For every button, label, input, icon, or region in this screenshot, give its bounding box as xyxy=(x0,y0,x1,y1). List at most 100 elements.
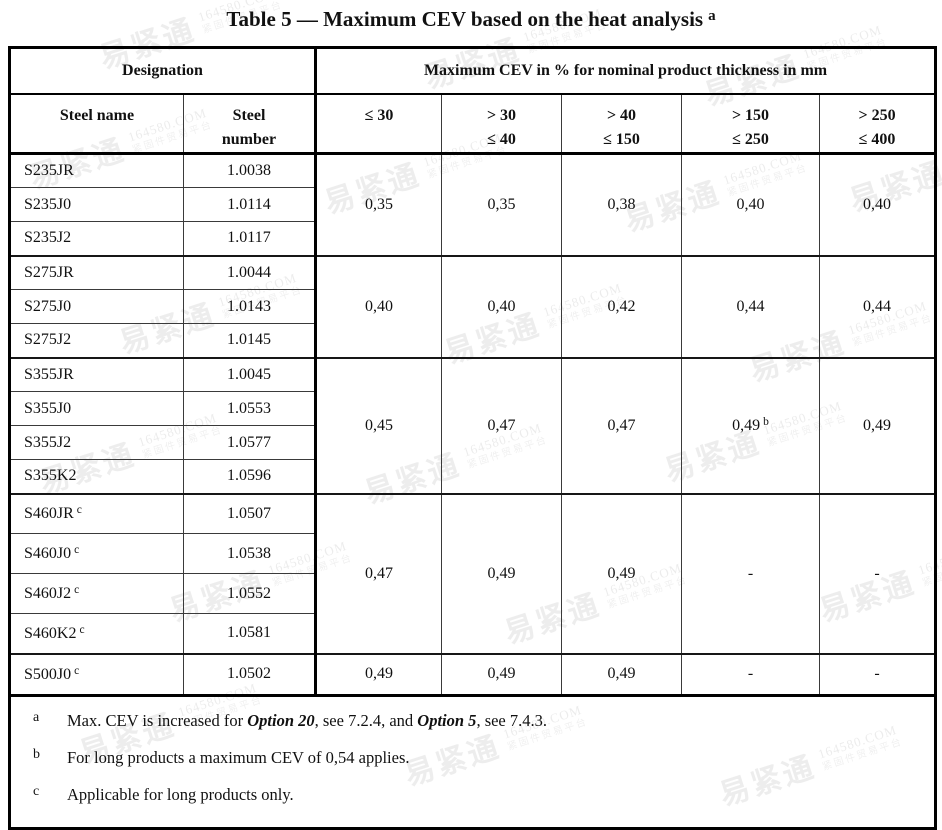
steel-name: S460K2 xyxy=(24,624,77,642)
steel-name: S275J2 xyxy=(24,331,72,349)
cev-value: - xyxy=(874,564,880,582)
table-title: Table 5 — Maximum CEV based on the heat … xyxy=(0,7,942,32)
cev-cell: 0,49 xyxy=(561,652,682,696)
cev-value: - xyxy=(874,665,880,683)
thickness-header-3: > 150 ≤ 250 xyxy=(681,93,820,155)
table-row: S355J2 1.0577 xyxy=(9,425,936,460)
footnote-ref-label: b xyxy=(33,747,40,762)
cev-value: 0,42 xyxy=(607,297,636,315)
steel-name: S355J2 xyxy=(24,433,72,451)
steel-name-cell: S235J2 xyxy=(9,221,184,256)
cev-cell: 0,40 xyxy=(681,153,820,256)
footnote-text: Max. CEV is increased for Option 20, see… xyxy=(67,711,547,730)
table-row: S275JR 1.0044 0,40 0,40 0,42 0,44 0,44 xyxy=(9,254,937,358)
cev-cell: 0,35 xyxy=(441,153,562,256)
steel-number-cell: 1.0553 xyxy=(183,391,316,426)
cev-span-header: Maximum CEV in % for nominal product thi… xyxy=(313,47,937,95)
steel-name: S275JR xyxy=(24,263,74,281)
cev-value: 0,40 xyxy=(736,195,765,213)
steel-number-header: Steel number xyxy=(183,93,316,155)
footnote-ref-label: a xyxy=(33,710,40,725)
cev-cell: 0,40 xyxy=(441,254,562,358)
cev-cell: 0,45 xyxy=(314,356,442,494)
footnote-b: b For long products a maximum CEV of 0,54… xyxy=(33,747,914,768)
cev-value: 0,35 xyxy=(365,195,393,213)
cev-value: 0,49 xyxy=(607,665,636,683)
cev-value: - xyxy=(747,564,754,582)
steel-name: S235JR xyxy=(24,162,74,179)
cev-cell: 0,40 xyxy=(818,153,937,256)
cev-cell: 0,49 b xyxy=(681,356,820,494)
thickness-header-line1: > 30 xyxy=(486,107,517,124)
cev-cell: 0,44 xyxy=(681,254,820,358)
thickness-header-line2: ≤ 250 xyxy=(732,131,769,148)
cev-cell: 0,47 xyxy=(441,356,562,494)
cev-cell: 0,42 xyxy=(561,254,682,358)
table-row: S235JR 1.0038 0,35 0,35 0,38 0,40 0,40 xyxy=(9,153,937,256)
steel-name: S355K2 xyxy=(24,467,77,485)
designation-header: Designation xyxy=(9,47,316,95)
table-row: S460J2 c 1.0552 xyxy=(9,573,936,614)
steel-number-cell: 1.0038 xyxy=(183,153,316,188)
cev-value: 0,49 xyxy=(365,665,393,683)
steel-number-cell: 1.0044 xyxy=(183,254,316,290)
table-row: S460JR c 1.0507 0,47 0,49 0,49 - - xyxy=(9,492,937,654)
cev-cell: 0,38 xyxy=(561,153,682,256)
footnote-c: c Applicable for long products only. xyxy=(33,784,914,805)
steel-name-cell: S275J0 xyxy=(9,289,184,324)
steel-name-cell: S460J0 c xyxy=(9,533,184,574)
cev-value: 0,44 xyxy=(736,297,765,315)
table-row: S460J0 c 1.0538 xyxy=(9,533,936,574)
steel-name-cell: S460JR c xyxy=(9,492,184,534)
steel-number-cell: 1.0114 xyxy=(183,187,316,222)
cev-cell: - xyxy=(681,652,820,696)
steel-number-cell: 1.0145 xyxy=(183,323,316,358)
table-row: S235J2 1.0117 xyxy=(9,221,936,256)
steel-name: S460JR xyxy=(24,505,74,523)
thickness-header-4: > 250 ≤ 400 xyxy=(818,93,937,155)
steel-number-cell: 1.0045 xyxy=(183,356,316,392)
cev-value: 0,35 xyxy=(487,195,516,213)
cev-value: 0,40 xyxy=(365,297,393,315)
cev-cell: 0,40 xyxy=(314,254,442,358)
thickness-header-line2: ≤ 40 xyxy=(487,131,516,148)
cev-cell: 0,49 xyxy=(441,492,562,654)
footnote-ref-label: c xyxy=(33,784,40,799)
steel-name: S500J0 xyxy=(24,665,72,683)
steel-name-cell: S235J0 xyxy=(9,187,184,222)
footnote-ref-icon: c xyxy=(76,504,82,517)
table-row: S355K2 1.0596 xyxy=(9,459,936,494)
table-title-text: Table 5 — Maximum CEV based on the heat … xyxy=(226,7,704,31)
footnote-a: a Max. CEV is increased for Option 20, se… xyxy=(33,710,914,731)
cev-cell: 0,49 xyxy=(314,652,442,696)
footnote-ref-icon: c xyxy=(74,584,80,596)
cev-value: 0,49 xyxy=(732,417,761,434)
cev-value: 0,38 xyxy=(607,195,636,213)
thickness-header-line1: > 150 xyxy=(731,107,770,124)
cev-value: 0,44 xyxy=(863,297,892,315)
cev-cell: - xyxy=(818,652,937,696)
footnote-text: For long products a maximum CEV of 0,54 … xyxy=(67,748,410,767)
cev-cell: 0,49 xyxy=(818,356,937,494)
steel-name-header: Steel name xyxy=(9,93,184,155)
steel-number-cell: 1.0552 xyxy=(183,573,316,614)
table-row: S275J2 1.0145 xyxy=(9,323,936,358)
steel-name-cell: S355K2 xyxy=(9,459,184,494)
cev-value: - xyxy=(747,665,754,683)
cev-value: 0,49 xyxy=(863,416,892,434)
thickness-header-line2: ≤ 150 xyxy=(603,131,640,148)
footnote-ref-icon: c xyxy=(74,544,80,556)
steel-number-cell: 1.0117 xyxy=(183,221,316,256)
steel-number-cell: 1.0577 xyxy=(183,425,316,460)
footnote-option-ref: Option 20 xyxy=(247,711,315,730)
footnote-text-part: , see 7.2.4, and xyxy=(314,711,418,730)
table-row: S355JR 1.0045 0,45 0,47 0,47 0,49 b 0,49 xyxy=(9,356,937,494)
cev-table: Designation Maximum CEV in % for nominal… xyxy=(8,46,938,830)
thickness-header-0: ≤ 30 xyxy=(314,93,442,155)
cev-value: 0,49 xyxy=(487,564,516,582)
cev-value: 0,40 xyxy=(863,195,892,213)
thickness-header-line2: ≤ 400 xyxy=(858,131,896,148)
footnote-text-part: Max. CEV is increased for xyxy=(67,711,248,730)
steel-name: S460J0 xyxy=(24,545,72,562)
steel-name-cell: S355J2 xyxy=(9,425,184,460)
